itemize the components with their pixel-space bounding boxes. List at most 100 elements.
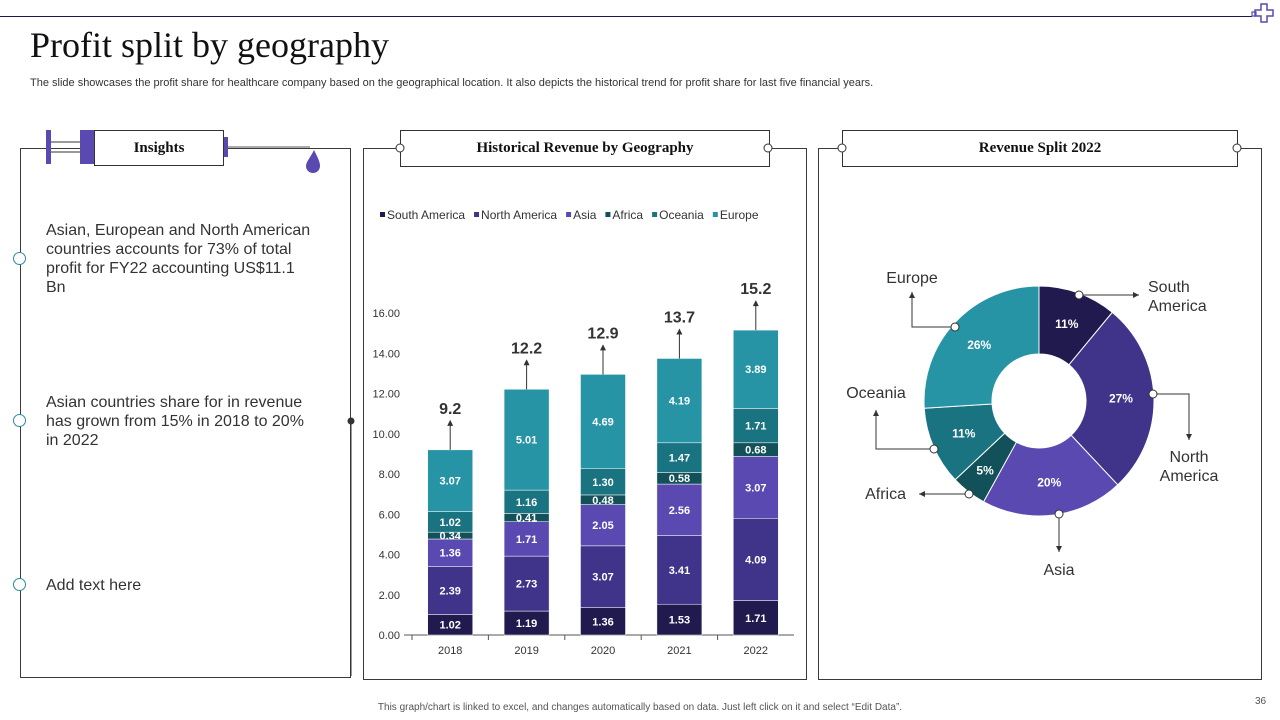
bar-value-label: 3.07 [745,482,766,494]
donut-category-label-oceania: Oceania [846,385,906,402]
bar-heading-node-right [763,143,773,153]
bar-segment-north-america-2022 [733,518,779,601]
bar-value-label: 3.07 [439,476,460,488]
syringe-icon [46,130,320,173]
pie-heading-node-right [1232,143,1242,153]
bar-value-label: 1.71 [745,613,766,625]
legend-swatch-europe [712,212,718,217]
donut-slice-europe [923,285,1040,409]
donut-pct-label: 5% [976,464,994,478]
legend-label-europe: Europe [720,208,759,222]
callout-arrow-north-america [1186,434,1192,440]
donut-category-label-line: North [1169,449,1208,466]
bar-value-label: 2.73 [516,579,537,591]
donut-slice-asia [982,434,1119,517]
callout-node-africa [964,489,974,499]
total-arrow-head [752,300,759,307]
bar-value-label: 5.01 [516,435,537,447]
insight-bullet-1 [13,252,26,265]
donut-pct-label: 11% [1055,317,1079,331]
legend-label-north-america: North America [481,208,557,222]
pie-heading-node-left [837,143,847,153]
bar-segment-europe-2020 [580,374,626,470]
insight-bullet-2 [13,414,26,427]
bar-value-label: 0.68 [745,445,766,457]
bar-value-label: 2.39 [439,585,460,597]
bar-segment-asia-2018 [427,538,473,567]
bar-value-label: 1.30 [592,477,613,489]
x-tick-label-2019: 2019 [514,645,538,657]
legend-label-africa: Africa [612,208,643,222]
callout-line-europe [911,292,955,328]
x-tick-label-2020: 2020 [591,645,615,657]
bar-value-label: 1.71 [516,534,537,546]
footer-note: This graph/chart is linked to excel, and… [377,702,903,713]
bar-segment-europe-2018 [427,449,473,512]
bar-value-label: 1.19 [516,618,537,630]
bar-segment-south-america-2021 [656,603,703,636]
bar-value-label: 4.09 [745,554,766,566]
pie-chart-panel [818,148,1262,680]
stacked-bar-chart: South America North America Asia Africa Ocea… [372,208,794,657]
donut-category-label-line: Europe [886,270,938,287]
insight-text-1: Asian, European and North American count… [46,222,311,296]
callout-node-south-america [1074,290,1084,300]
bar-total-label-2020: 12.9 [587,325,618,342]
bar-value-label: 4.19 [669,396,690,408]
medical-cross-icon [1251,3,1274,23]
bar-value-label: 1.53 [669,615,690,627]
donut-category-label-north-america: North America [1160,449,1219,485]
callout-arrow-africa [919,491,925,497]
legend-swatch-south-america [380,212,385,217]
insights-heading: Insights [94,130,224,166]
donut-category-label-line: America [1160,468,1219,485]
bar-value-label: 1.71 [745,421,766,433]
insight-bullet-3 [13,578,26,591]
y-tick-label: 4.00 [379,550,400,562]
pie-chart-heading-text: Revenue Split 2022 [978,140,1102,156]
callout-line-north-america [1153,393,1190,440]
bar-value-label: 4.69 [592,417,613,429]
bar-value-label: 2.56 [669,505,690,517]
legend-label-oceania: Oceania [659,208,704,222]
bar-value-label: 1.47 [669,453,690,465]
y-tick-label: 12.00 [372,389,400,401]
bar-total-label-2018: 9.2 [439,401,461,418]
bar-segment-asia-2020 [580,504,626,547]
top-rule [0,16,1252,17]
pie-chart-heading: Revenue Split 2022 [842,130,1238,167]
insights-heading-text: Insights [133,140,185,156]
donut-pct-label: 27% [1109,391,1133,405]
bar-value-label: 3.07 [592,572,613,584]
callout-arrow-asia [1056,546,1062,552]
callout-arrow-europe [909,292,915,298]
bar-segment-europe-2022 [733,329,779,409]
donut-slice-north-america [1068,311,1155,486]
x-tick-label-2021: 2021 [667,645,691,657]
bar-segment-north-america-2018 [427,566,473,615]
x-tick-label-2022: 2022 [744,645,768,657]
insight-text-2: Asian countries share for in revenue has… [46,394,304,449]
bar-segment-oceania-2020 [580,468,626,496]
bar-value-label: 1.02 [439,517,460,529]
callout-node-europe [950,322,960,332]
bar-value-label: 1.36 [439,548,460,560]
bar-total-label-2021: 13.7 [664,309,695,326]
connector-line [347,417,355,676]
callout-node-oceania [929,444,939,454]
legend-swatch-north-america [474,212,480,217]
bar-segment-europe-2019 [503,389,550,491]
bar-segment-oceania-2022 [733,408,779,444]
bar-value-label: 3.89 [745,364,766,376]
bar-segment-asia-2019 [503,521,550,557]
bar-segment-europe-2021 [656,358,703,444]
callout-node-north-america [1148,389,1158,399]
insights-panel [20,148,351,678]
page-number: 36 [1255,696,1267,707]
legend-label-south-america: South America [387,208,465,222]
callout-arrow-south-america [1133,292,1139,298]
donut-pct-label: 26% [967,338,991,352]
y-tick-label: 0.00 [379,630,400,642]
bar-total-label-2022: 15.2 [740,281,771,298]
bar-value-label: 1.02 [439,620,460,632]
